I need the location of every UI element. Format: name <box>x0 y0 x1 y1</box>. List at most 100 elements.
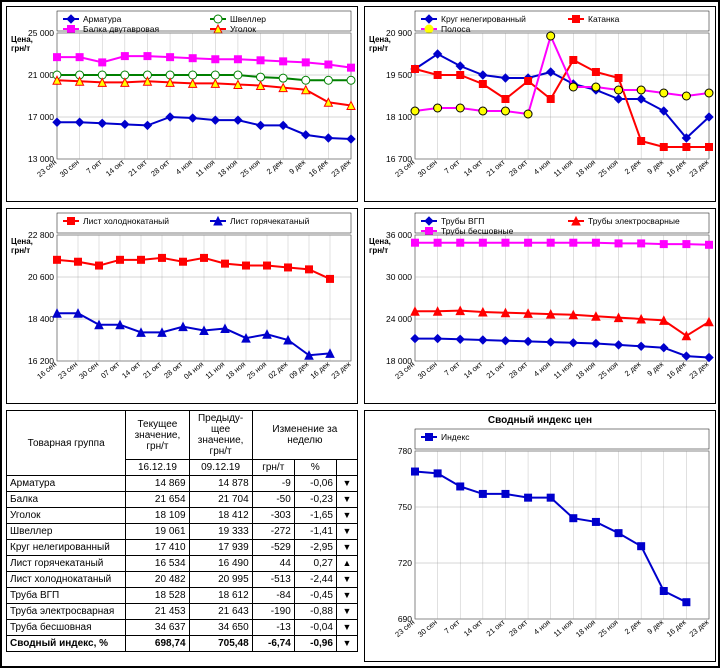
svg-text:2 дек: 2 дек <box>623 359 643 378</box>
table-row: Труба бесшовная34 63734 650-13-0,04▼ <box>7 620 358 636</box>
svg-text:02 дек: 02 дек <box>266 359 289 381</box>
svg-text:Лист холоднокатаный: Лист холоднокатаный <box>83 216 169 226</box>
svg-text:23 дек: 23 дек <box>329 359 352 381</box>
svg-text:750: 750 <box>398 502 412 512</box>
summary-row: Сводный индекс, %698,74705,48-6,74-0,96▼ <box>7 636 358 652</box>
svg-text:2 дек: 2 дек <box>623 157 643 176</box>
svg-text:30 сен: 30 сен <box>416 158 439 179</box>
svg-text:16 дек: 16 дек <box>308 359 331 381</box>
svg-text:Швеллер: Швеллер <box>230 14 266 24</box>
table-row: Труба электросварная21 45321 643-190-0,8… <box>7 604 358 620</box>
trend-icon: ▼ <box>336 636 357 652</box>
trend-icon: ▼ <box>336 476 357 492</box>
table-row: Швеллер19 06119 333-272-1,41▼ <box>7 524 358 540</box>
svg-text:23 дек: 23 дек <box>687 359 710 381</box>
trend-icon: ▼ <box>336 524 357 540</box>
col-change: Изменение за неделю <box>252 411 357 460</box>
svg-text:4 ноя: 4 ноя <box>174 158 194 177</box>
col-prev: Предыду­щее значение, грн/т <box>189 411 252 460</box>
svg-text:720: 720 <box>398 558 412 568</box>
svg-text:14 окт: 14 окт <box>462 617 485 638</box>
date-cur: 16.12.19 <box>126 460 189 476</box>
svg-text:23 дек: 23 дек <box>687 617 710 639</box>
svg-text:7 окт: 7 окт <box>443 157 462 175</box>
svg-text:14 окт: 14 окт <box>120 359 143 380</box>
price-table: Товарная группаТекущее значение, грн/тПр… <box>6 410 358 652</box>
svg-text:Балка двутавровая: Балка двутавровая <box>83 24 159 34</box>
svg-text:14 окт: 14 окт <box>462 359 485 380</box>
svg-text:20 900: 20 900 <box>386 28 412 38</box>
svg-text:4 ноя: 4 ноя <box>532 618 552 637</box>
trend-icon: ▼ <box>336 620 357 636</box>
svg-text:25 ноя: 25 ноя <box>597 158 620 180</box>
svg-text:07 окт: 07 окт <box>99 359 122 380</box>
svg-text:30 сен: 30 сен <box>416 618 439 639</box>
svg-text:30 сен: 30 сен <box>58 158 81 179</box>
svg-text:18 ноя: 18 ноя <box>224 360 247 382</box>
svg-text:9 дек: 9 дек <box>645 359 665 378</box>
svg-text:25 ноя: 25 ноя <box>239 158 262 180</box>
svg-text:7 окт: 7 окт <box>85 157 104 175</box>
chart-price-index: Сводный индекс ценИндекс69072075078023 с… <box>364 410 716 662</box>
svg-text:7 окт: 7 окт <box>443 617 462 635</box>
table-row: Уголок18 10918 412-303-1,65▼ <box>7 508 358 524</box>
svg-text:грн/т: грн/т <box>369 246 388 255</box>
svg-text:9 дек: 9 дек <box>645 157 665 176</box>
svg-text:23 сен: 23 сен <box>56 360 79 381</box>
svg-text:24 000: 24 000 <box>386 314 412 324</box>
svg-text:16 дек: 16 дек <box>665 359 688 381</box>
svg-text:11 ноя: 11 ноя <box>552 618 575 639</box>
svg-text:30 сен: 30 сен <box>77 360 100 381</box>
trend-icon: ▼ <box>336 492 357 508</box>
svg-text:грн/т: грн/т <box>11 44 30 53</box>
svg-text:30 000: 30 000 <box>386 272 412 282</box>
price-table-panel: Товарная группаТекущее значение, грн/тПр… <box>6 410 358 662</box>
date-prev: 09.12.19 <box>189 460 252 476</box>
trend-icon: ▲ <box>336 556 357 572</box>
trend-icon: ▼ <box>336 588 357 604</box>
svg-text:20 600: 20 600 <box>28 272 54 282</box>
svg-text:9 дек: 9 дек <box>287 157 307 176</box>
svg-text:7 окт: 7 окт <box>443 359 462 377</box>
svg-text:18 ноя: 18 ноя <box>574 158 597 180</box>
svg-text:28 окт: 28 окт <box>507 157 530 178</box>
svg-text:28 окт: 28 окт <box>507 617 530 638</box>
chart-structural-shapes: АрматураШвеллерБалка двутавроваяУголокЦе… <box>6 6 358 202</box>
svg-text:Трубы ВГП: Трубы ВГП <box>441 216 484 226</box>
svg-text:14 окт: 14 окт <box>104 157 127 178</box>
svg-text:11 ноя: 11 ноя <box>194 158 217 179</box>
chart-sheets: Лист холоднокатаныйЛист горячекатаныйЦен… <box>6 208 358 404</box>
svg-text:21 окт: 21 окт <box>141 359 164 380</box>
svg-text:17 000: 17 000 <box>28 112 54 122</box>
svg-text:11 ноя: 11 ноя <box>203 360 226 381</box>
svg-text:11 ноя: 11 ноя <box>552 360 575 381</box>
svg-text:25 000: 25 000 <box>28 28 54 38</box>
svg-text:28 окт: 28 окт <box>507 359 530 380</box>
svg-text:21 окт: 21 окт <box>485 359 508 380</box>
svg-text:Сводный индекс цен: Сводный индекс цен <box>488 415 592 426</box>
svg-text:Трубы бесшовные: Трубы бесшовные <box>441 226 514 236</box>
svg-text:25 ноя: 25 ноя <box>245 360 268 382</box>
svg-text:25 ноя: 25 ноя <box>597 360 620 382</box>
svg-text:Индекс: Индекс <box>441 432 470 442</box>
svg-text:04 ноя: 04 ноя <box>182 360 205 382</box>
svg-text:21 000: 21 000 <box>28 70 54 80</box>
svg-text:11 ноя: 11 ноя <box>552 158 575 179</box>
table-row: Лист горячекатаный16 53416 490440,27▲ <box>7 556 358 572</box>
svg-text:23 дек: 23 дек <box>329 157 352 179</box>
svg-text:18 100: 18 100 <box>386 112 412 122</box>
svg-text:грн/т: грн/т <box>11 246 30 255</box>
svg-text:14 окт: 14 окт <box>462 157 485 178</box>
col-current: Текущее значение, грн/т <box>126 411 189 460</box>
trend-icon: ▼ <box>336 508 357 524</box>
svg-text:21 окт: 21 окт <box>127 157 150 178</box>
svg-text:28 окт: 28 окт <box>149 157 172 178</box>
svg-text:4 ноя: 4 ноя <box>532 360 552 379</box>
svg-text:18 ноя: 18 ноя <box>216 158 239 180</box>
svg-text:грн/т: грн/т <box>369 44 388 53</box>
trend-icon: ▼ <box>336 604 357 620</box>
svg-text:Катанка: Катанка <box>588 14 620 24</box>
svg-text:Уголок: Уголок <box>230 24 256 34</box>
svg-text:21 окт: 21 окт <box>485 617 508 638</box>
table-row: Арматура14 86914 878-9-0,06▼ <box>7 476 358 492</box>
